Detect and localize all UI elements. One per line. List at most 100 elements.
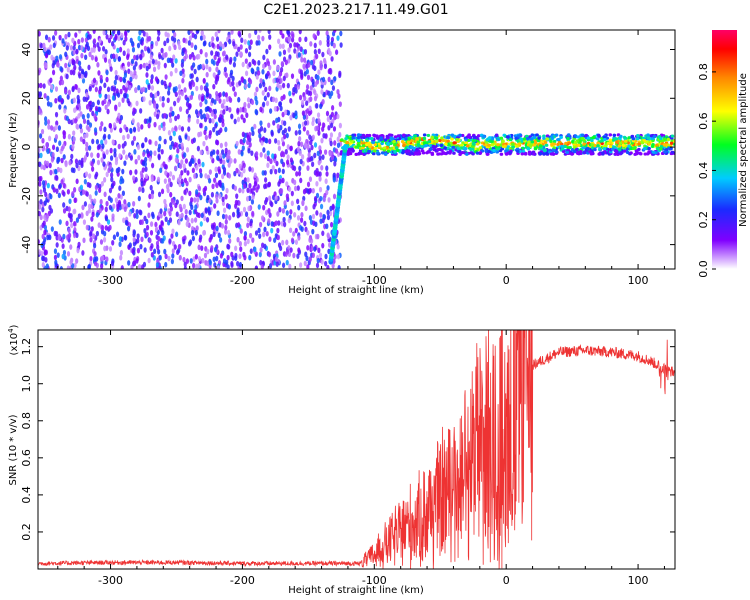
heatmap-cell	[213, 203, 217, 209]
heatmap-cell	[113, 151, 117, 158]
heatmap-cell	[174, 67, 178, 74]
heatmap-cell	[296, 253, 300, 259]
heatmap-cell	[108, 187, 113, 194]
heatmap-cell	[118, 241, 122, 248]
heatmap-cell	[321, 76, 326, 83]
heatmap-cell	[140, 219, 144, 225]
heatmap-cell	[90, 161, 94, 167]
heatmap-cell	[246, 134, 250, 141]
heatmap-cell	[174, 157, 178, 163]
heatmap-cell	[68, 198, 72, 205]
heatmap-cell	[299, 46, 303, 53]
heatmap-cell	[259, 106, 263, 113]
heatmap-band-cell	[431, 144, 436, 148]
heatmap-cell	[288, 263, 292, 269]
heatmap-cell	[254, 108, 258, 115]
heatmap-cell	[222, 258, 227, 264]
heatmap-cell	[227, 203, 231, 210]
heatmap-cell	[196, 145, 200, 152]
heatmap-cell	[310, 144, 314, 151]
heatmap-band-cell	[542, 152, 546, 156]
heatmap-cell	[42, 42, 46, 49]
heatmap-cell	[102, 236, 107, 243]
heatmap-cell	[134, 169, 138, 175]
heatmap-cell	[143, 215, 147, 222]
heatmap-cell	[142, 62, 146, 69]
heatmap-cell	[276, 82, 280, 89]
heatmap-cell	[168, 112, 172, 118]
heatmap-band-cell	[511, 142, 515, 146]
heatmap-cell	[244, 58, 248, 64]
heatmap-cell	[276, 234, 281, 241]
heatmap-cell	[338, 131, 342, 138]
heatmap-cell	[104, 139, 108, 145]
heatmap-cell	[150, 78, 154, 85]
heatmap-cell	[332, 126, 337, 132]
heatmap-cell	[320, 259, 324, 265]
heatmap-cell	[269, 168, 273, 175]
heatmap-cell	[197, 53, 201, 60]
heatmap-cell	[191, 81, 196, 88]
heatmap-cell	[38, 181, 42, 187]
heatmap-cell	[263, 127, 267, 133]
heatmap-cell	[199, 35, 204, 41]
heatmap-cell	[42, 164, 46, 171]
heatmap-cell	[218, 41, 223, 47]
heatmap-cell	[221, 196, 225, 203]
heatmap-band-cell	[670, 134, 675, 138]
heatmap-cell	[51, 144, 56, 151]
heatmap-cell	[112, 180, 116, 187]
heatmap-band-cell	[387, 133, 392, 137]
heatmap-cell	[114, 53, 119, 60]
heatmap-cell	[117, 35, 121, 42]
heatmap-cell	[49, 44, 53, 50]
heatmap-cell	[39, 82, 43, 89]
heatmap-band-cell	[347, 150, 352, 154]
heatmap-cell	[145, 72, 149, 78]
heatmap-cell	[109, 155, 114, 161]
heatmap-cell	[282, 151, 286, 158]
heatmap-cell	[289, 157, 294, 163]
heatmap-band-cell	[651, 143, 655, 147]
heatmap-cell	[150, 193, 154, 200]
heatmap-cell	[308, 187, 312, 194]
heatmap-cell	[278, 206, 282, 213]
heatmap-cell	[201, 257, 205, 264]
heatmap-cell	[237, 46, 241, 53]
heatmap-cell	[117, 101, 122, 108]
heatmap-cell	[154, 92, 158, 99]
heatmap-cell	[125, 82, 129, 88]
heatmap-cell	[221, 43, 225, 50]
heatmap-cell	[265, 100, 270, 107]
heatmap-cell	[329, 132, 334, 138]
heatmap-cell	[79, 136, 83, 142]
heatmap-cell	[309, 59, 314, 66]
heatmap-cell	[195, 76, 199, 83]
heatmap-cell	[93, 198, 97, 204]
heatmap-cell	[266, 60, 271, 67]
heatmap-cell	[315, 53, 319, 60]
heatmap-cell	[49, 169, 53, 176]
heatmap-band-cell	[612, 133, 617, 137]
heatmap-cell	[247, 205, 251, 212]
heatmap-cell	[208, 107, 213, 114]
heatmap-cell	[98, 207, 103, 214]
heatmap-cell	[159, 208, 163, 214]
heatmap-cell	[68, 232, 72, 239]
heatmap-cell	[328, 67, 332, 74]
heatmap-cell	[236, 260, 240, 267]
heatmap-band-cell	[549, 152, 554, 156]
heatmap-cell	[152, 66, 157, 73]
heatmap-cell	[309, 85, 313, 91]
heatmap-cell	[261, 35, 265, 42]
heatmap-cell	[236, 116, 241, 123]
heatmap-cell	[272, 70, 276, 77]
heatmap-cell	[43, 229, 47, 236]
heatmap-cell	[201, 63, 205, 70]
heatmap-cell	[270, 221, 274, 227]
heatmap-cell	[158, 96, 163, 102]
heatmap-band-cell	[643, 152, 648, 156]
heatmap-cell	[223, 41, 228, 48]
heatmap-cell	[100, 263, 104, 269]
heatmap-cell	[190, 204, 194, 211]
